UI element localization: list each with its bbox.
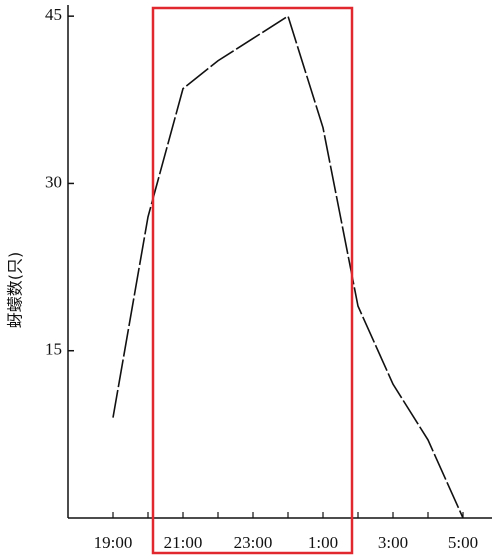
x-tick-label: 19:00	[94, 533, 133, 552]
y-tick-label: 30	[45, 172, 62, 191]
x-tick-label: 23:00	[234, 533, 273, 552]
x-tick-label: 1:00	[308, 533, 338, 552]
x-tick-label: 3:00	[378, 533, 408, 552]
x-tick-label: 5:00	[448, 533, 478, 552]
y-tick-label: 15	[45, 340, 62, 359]
x-tick-label: 21:00	[164, 533, 203, 552]
data-line	[112, 14, 464, 519]
y-axis-label: 蚜蠓数(只)	[6, 252, 25, 329]
highlight-box	[151, 6, 354, 555]
y-tick-label: 45	[45, 5, 62, 24]
